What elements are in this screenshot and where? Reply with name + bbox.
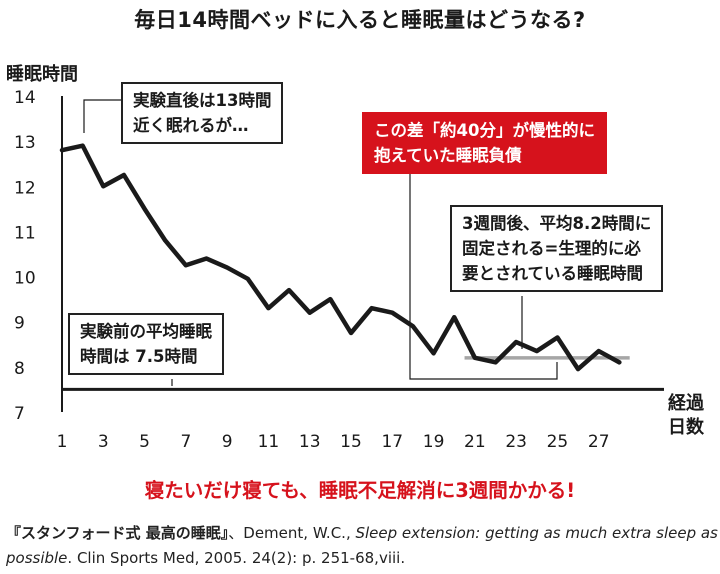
- citation-authors: 、Dement, W.C.,: [228, 524, 356, 542]
- citation-book: 『スタンフォード式 最高の睡眠』: [6, 524, 229, 542]
- chart-title: 毎日14時間ベッドに入ると睡眠量はどうなる?: [134, 8, 586, 32]
- x-axis-label: 経過日数: [668, 393, 704, 438]
- citation-journal: . Clin Sports Med, 2005. 24(2): p. 251-6…: [67, 549, 406, 567]
- note-line: 固定される=生理的に必: [462, 239, 641, 258]
- citation-article: Sleep extension: getting as much extra s…: [6, 524, 718, 567]
- y-tick-label: 14: [14, 88, 36, 108]
- x-tick-label: 21: [464, 432, 486, 452]
- note-before-experiment: 実験前の平均睡眠 時間は 7.5時間: [68, 313, 224, 375]
- chart-series: [59, 143, 622, 372]
- y-axis-label: 睡眠時間: [6, 64, 78, 85]
- x-tick-label: 19: [423, 432, 445, 452]
- x-tick-label: 27: [588, 432, 610, 452]
- y-tick-label: 13: [14, 133, 36, 153]
- x-tick-label: 15: [340, 432, 362, 452]
- x-tick-label: 5: [139, 432, 150, 452]
- y-tick-label: 10: [14, 269, 36, 289]
- note-line: 近く眠れるが…: [133, 116, 249, 135]
- note-after-3-weeks: 3週間後、平均8.2時間に 固定される=生理的に必 要とされている睡眠時間: [450, 205, 664, 292]
- x-tick-label: 13: [299, 432, 321, 452]
- y-tick-label: 7: [14, 404, 25, 424]
- x-tick-label: 1: [57, 432, 68, 452]
- note-line: 実験前の平均睡眠: [80, 322, 212, 341]
- note-line: 要とされている睡眠時間: [462, 264, 644, 283]
- x-tick-label: 7: [180, 432, 191, 452]
- sleep-hours-line: [59, 143, 622, 372]
- x-tick-label: 11: [258, 432, 280, 452]
- x-tick-label: 17: [381, 432, 403, 452]
- reference-lines: [62, 356, 664, 391]
- note-line: この差「約40分」が慢性的に: [374, 121, 595, 140]
- x-tick-label: 25: [547, 432, 569, 452]
- citation: 『スタンフォード式 最高の睡眠』、Dement, W.C., Sleep ext…: [6, 521, 718, 571]
- note-line: 抱えていた睡眠負債: [374, 146, 522, 165]
- leader-right-after: [83, 99, 121, 133]
- x-tick-label: 23: [505, 432, 527, 452]
- y-tick-label: 12: [14, 178, 36, 198]
- note-line: 3週間後、平均8.2時間に: [462, 214, 652, 233]
- x-tick-label: 9: [222, 432, 233, 452]
- x-tick-label: 3: [98, 432, 109, 452]
- note-line: 実験直後は13時間: [133, 91, 272, 110]
- note-sleep-debt: この差「約40分」が慢性的に 抱えていた睡眠負債: [362, 112, 607, 174]
- y-tick-label: 11: [14, 223, 36, 243]
- conclusion-text: 寝たいだけ寝ても、睡眠不足解消に3週間かかる!: [144, 479, 576, 502]
- y-tick-label: 8: [14, 359, 25, 379]
- leader-sleep-debt: [409, 174, 558, 380]
- leader-lines: [83, 99, 558, 386]
- y-tick-label: 9: [14, 314, 25, 334]
- note-right-after: 実験直後は13時間 近く眠れるが…: [121, 82, 284, 144]
- note-line: 時間は 7.5時間: [80, 347, 198, 366]
